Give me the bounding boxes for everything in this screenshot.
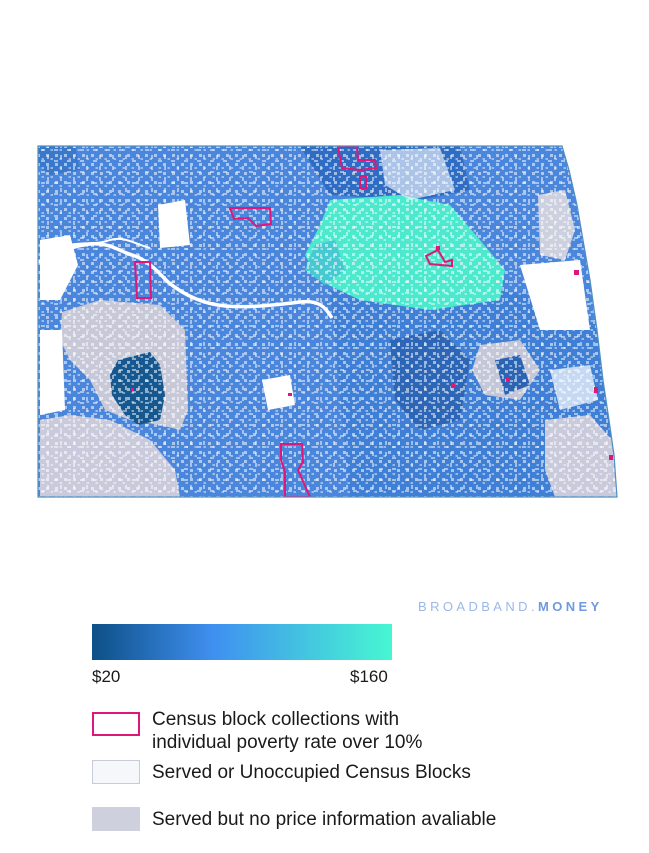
legend-item-poverty: Census block collections with individual…: [92, 708, 422, 754]
poverty-area-river: [133, 261, 153, 299]
legend-item-served: Served or Unoccupied Census Blocks: [92, 760, 471, 784]
no-price-swatch: [92, 807, 140, 831]
poverty-swatch: [92, 712, 140, 736]
map: [37, 145, 618, 498]
poverty-dot-4: [609, 455, 613, 460]
lake-sakakawea: [59, 238, 151, 249]
state-outline: [37, 145, 618, 498]
poverty-dot-3: [594, 387, 598, 393]
poverty-dot-1: [436, 246, 440, 250]
north-dakota-map: [37, 145, 618, 498]
served-legend-text: Served or Unoccupied Census Blocks: [152, 762, 471, 783]
legend-item-no-price: Served but no price information avaliabl…: [92, 807, 497, 831]
poverty-area-north-small: [359, 175, 367, 189]
scale-min-label: $20: [92, 667, 121, 686]
poverty-dot-8: [131, 388, 134, 391]
brand-logo: BROADBAND.MONEY: [418, 599, 603, 614]
poverty-dot-5: [451, 384, 455, 388]
poverty-area-north: [336, 146, 378, 172]
served-swatch: [92, 760, 140, 784]
brand-part-2: MONEY: [537, 599, 603, 614]
no-price-legend-text: Served but no price information avaliabl…: [152, 809, 497, 830]
poverty-dot-2: [574, 270, 579, 275]
poverty-legend-line-1: Census block collections with: [152, 709, 400, 730]
price-gradient-bar: [92, 624, 392, 660]
poverty-area-south: [280, 443, 312, 497]
poverty-area-west-reservation: [228, 207, 273, 228]
block-texture-2: [38, 146, 617, 497]
map-body: [38, 146, 617, 497]
poverty-legend-line-2: individual poverty rate over 10%: [152, 732, 423, 753]
poverty-dot-6: [506, 378, 510, 382]
poverty-dot-7: [288, 393, 292, 396]
poverty-legend-text: Census block collections with individual…: [152, 708, 422, 754]
poverty-dots: [131, 246, 613, 460]
brand-part-1: BROADBAND.: [418, 599, 538, 614]
scale-max-label: $160: [350, 667, 388, 686]
